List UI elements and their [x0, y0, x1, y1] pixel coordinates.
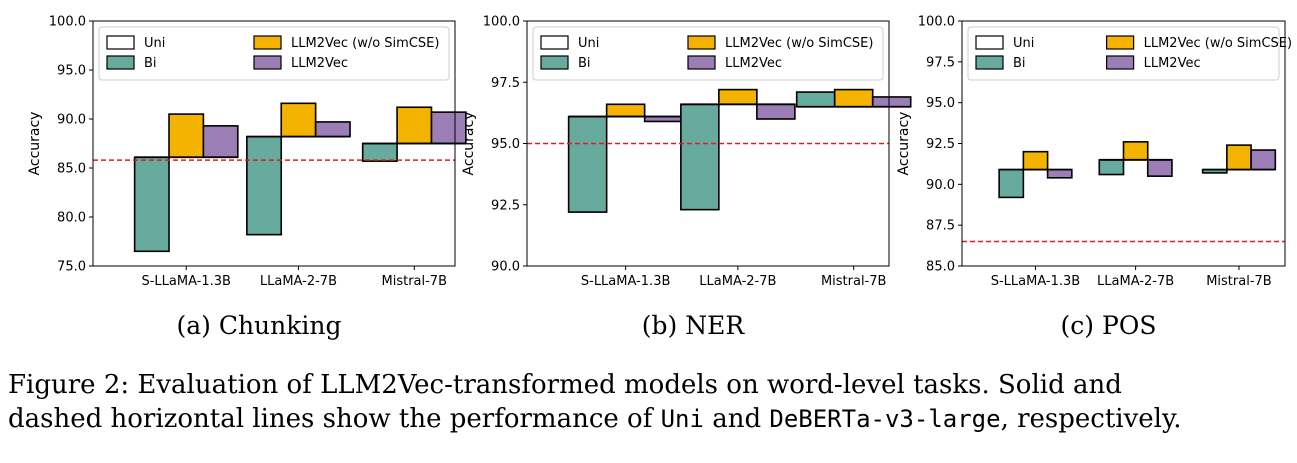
bar-bi-mistral-7b: [795, 91, 836, 108]
bar-llm2vec-mistral-7b: [1250, 149, 1277, 171]
legend-swatch-llm2vec-w-o-simcse: [1106, 35, 1135, 50]
caption-code-deberta: DeBERTa-v3-large: [769, 405, 1001, 433]
bar-llm2vec-w-o-simcse-llama-2-7b: [280, 102, 317, 138]
bar-llm2vec-s-llama-1-3b: [1046, 168, 1073, 179]
y-tick-label: 90.0: [57, 113, 86, 128]
bar-llm2vec-llama-2-7b: [314, 121, 351, 138]
bar-llm2vec-llama-2-7b: [1146, 159, 1173, 177]
y-tick-label: 85.0: [926, 260, 955, 275]
y-tick-label: 92.5: [926, 137, 955, 152]
bar-llm2vec-s-llama-1-3b: [202, 125, 239, 159]
legend-swatch-llm2vec: [1106, 55, 1135, 70]
legend-swatch-llm2vec-w-o-simcse: [253, 35, 282, 50]
x-tick-label-llama-2-7b: LLaMA-2-7B: [260, 274, 337, 289]
x-tick-label-mistral-7b: Mistral-7B: [382, 274, 448, 289]
bar-llm2vec-w-o-simcse-mistral-7b: [1226, 144, 1252, 171]
bar-bi-mistral-7b: [361, 142, 398, 162]
bar-bi-llama-2-7b: [246, 135, 283, 236]
subcaption: (c) POS: [1061, 311, 1157, 340]
bar-bi-s-llama-1-3b: [998, 168, 1025, 199]
caption-line-1: Figure 2: Evaluation of LLM2Vec-transfor…: [8, 370, 1122, 400]
plot-frame: [92, 20, 456, 267]
bar-bi-llama-2-7b: [1098, 159, 1125, 176]
x-tick-label-llama-2-7b: LLaMA-2-7B: [699, 274, 776, 289]
y-axis-label: Accuracy: [27, 112, 43, 176]
legend-label-llm2vec: LLM2Vec: [291, 56, 348, 71]
x-tick-label-s-llama-1-3b: S-LLaMA-1.3B: [991, 274, 1081, 289]
bar-llm2vec-llama-2-7b: [756, 103, 796, 120]
bar-llm2vec-w-o-simcse-s-llama-1-3b: [168, 113, 205, 159]
y-tick-label: 97.5: [926, 55, 955, 70]
legend-swatch-llm2vec-w-o-simcse: [687, 35, 716, 50]
x-tick-label-mistral-7b: Mistral-7B: [1206, 274, 1272, 289]
bar-llm2vec-w-o-simcse-s-llama-1-3b: [605, 103, 646, 118]
y-tick-label: 95.0: [926, 96, 955, 111]
bar-bi-s-llama-1-3b: [567, 115, 608, 213]
caption-line-2-start: dashed horizontal lines show the perform…: [8, 404, 661, 434]
caption-line-2-mid: and: [703, 404, 770, 434]
x-tick-label-s-llama-1-3b: S-LLaMA-1.3B: [141, 274, 231, 289]
y-tick-label: 90.0: [491, 260, 520, 275]
legend-box: [98, 26, 450, 81]
y-axis-label: Accuracy: [896, 112, 912, 176]
legend-label-llm2vec: LLM2Vec: [1144, 56, 1201, 71]
chart-2: 90.0 92.5 95.0 97.5 100.0 S-LLaMA-1.3B LLaMA-2…: [461, 15, 912, 340]
legend-box: [532, 26, 884, 81]
chart-3: 85.0 87.5 90.0 92.5 95.0 97.5 100.0 S-LLaMA-1.3…: [896, 15, 1292, 341]
legend-label-uni: Uni: [578, 36, 599, 51]
legend-swatch-bi: [540, 55, 569, 70]
legend-swatch-uni: [975, 35, 1004, 50]
legend-label-llm2vec-w-o-simcse: LLM2Vec (w/o SimCSE): [725, 36, 873, 51]
legend-swatch-llm2vec: [253, 55, 282, 70]
legend-label-bi: Bi: [1013, 56, 1026, 71]
legend-label-bi: Bi: [578, 56, 591, 71]
y-tick-label: 95.0: [491, 137, 520, 152]
caption-line-2-end: , respectively.: [1000, 404, 1182, 434]
bar-llm2vec-mistral-7b: [871, 96, 912, 108]
caption-line-2: dashed horizontal lines show the perform…: [8, 402, 1292, 436]
bar-llm2vec-mistral-7b: [430, 111, 467, 145]
legend-label-uni: Uni: [1013, 36, 1034, 51]
bar-llm2vec-w-o-simcse-llama-2-7b: [718, 88, 758, 106]
y-tick-label: 100.0: [918, 15, 955, 30]
x-tick-label-llama-2-7b: LLaMA-2-7B: [1097, 274, 1174, 289]
legend-label-llm2vec: LLM2Vec: [725, 56, 782, 71]
legend-swatch-uni: [540, 35, 569, 50]
bar-bi-s-llama-1-3b: [133, 156, 170, 253]
y-tick-label: 75.0: [57, 260, 86, 275]
bar-bi-llama-2-7b: [680, 103, 720, 211]
legend-swatch-bi: [106, 55, 135, 70]
legend-label-llm2vec-w-o-simcse: LLM2Vec (w/o SimCSE): [291, 36, 439, 51]
legend-swatch-uni: [106, 35, 135, 50]
y-tick-label: 95.0: [57, 64, 86, 79]
y-tick-label: 90.0: [926, 178, 955, 193]
y-axis-label: Accuracy: [461, 112, 477, 176]
legend-label-uni: Uni: [144, 36, 165, 51]
y-tick-label: 92.5: [491, 198, 520, 213]
legend-label-bi: Bi: [144, 56, 157, 71]
bar-llm2vec-w-o-simcse-mistral-7b: [396, 106, 433, 145]
y-tick-label: 85.0: [57, 162, 86, 177]
bar-llm2vec-w-o-simcse-mistral-7b: [833, 88, 874, 108]
chart-1: 75.0 80.0 85.0 90.0 95.0 100.0 S-LLaMA-1.3B LLa…: [27, 15, 467, 340]
y-tick-label: 100.0: [49, 15, 86, 30]
y-tick-label: 80.0: [57, 211, 86, 226]
legend-swatch-llm2vec: [687, 55, 716, 70]
y-tick-label: 87.5: [926, 219, 955, 234]
legend-box: [967, 26, 1280, 81]
x-tick-label-s-llama-1-3b: S-LLaMA-1.3B: [581, 274, 671, 289]
bar-llm2vec-w-o-simcse-llama-2-7b: [1122, 141, 1149, 161]
y-tick-label: 97.5: [491, 76, 520, 91]
bar-llm2vec-w-o-simcse-s-llama-1-3b: [1022, 150, 1049, 171]
figure-caption: Figure 2: Evaluation of LLM2Vec-transfor…: [8, 368, 1292, 436]
subcaption: (a) Chunking: [176, 311, 341, 340]
y-tick-label: 100.0: [483, 15, 520, 30]
x-tick-label-mistral-7b: Mistral-7B: [821, 274, 887, 289]
legend-swatch-bi: [975, 55, 1004, 70]
subcaption: (b) NER: [642, 311, 746, 340]
caption-code-uni: Uni: [660, 405, 704, 433]
legend-label-llm2vec-w-o-simcse: LLM2Vec (w/o SimCSE): [1144, 36, 1292, 51]
